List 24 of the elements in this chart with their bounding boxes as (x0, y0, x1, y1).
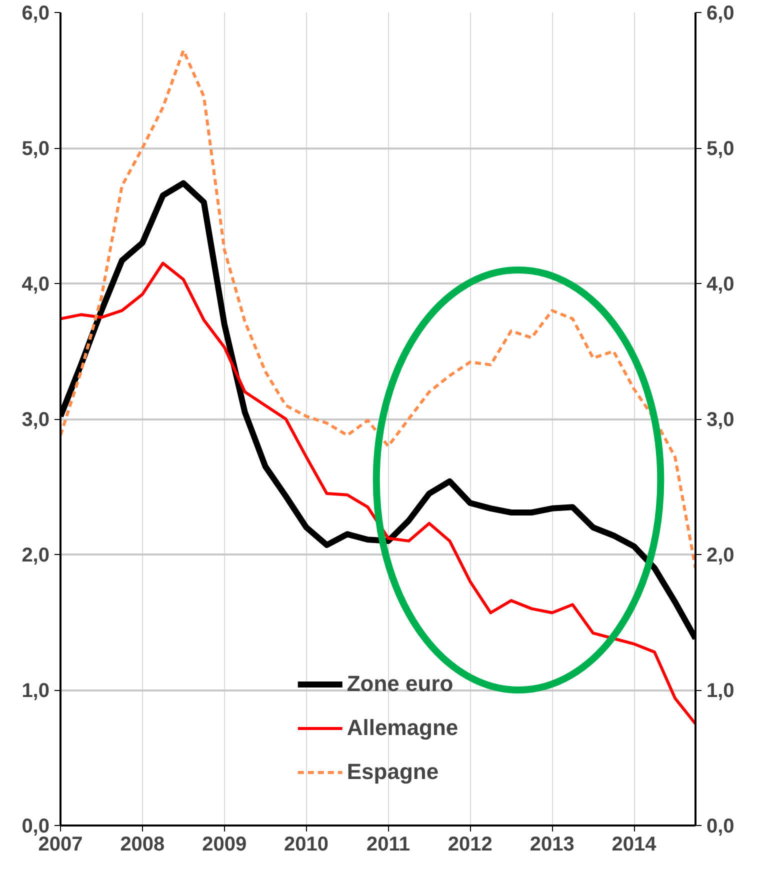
y2-tick-label: 5,0 (706, 138, 734, 160)
y-tick-label: 6,0 (22, 2, 50, 24)
y2-tick-label: 4,0 (706, 274, 734, 296)
x-tick-label: 2013 (530, 834, 574, 856)
x-tick-label: 2008 (120, 834, 165, 856)
x-tick-label: 2009 (202, 834, 247, 856)
legend-label: Espagne (346, 759, 439, 785)
line-series (60, 48, 696, 570)
y-tick-label: 5,0 (22, 138, 50, 160)
y2-tick-label: 2,0 (706, 544, 734, 566)
y-tick-label: 2,0 (22, 544, 50, 566)
y-tick-label: 3,0 (22, 409, 50, 431)
y2-tick-label: 1,0 (706, 680, 734, 702)
y2-tick-label: 3,0 (706, 409, 734, 431)
x-tick-label: 2014 (612, 834, 658, 856)
y-tick-label: 1,0 (22, 680, 50, 702)
legend-label: Allemagne (346, 715, 458, 741)
x-tick-label: 2011 (366, 834, 410, 856)
y2-tick-label: 6,0 (706, 2, 734, 24)
x-tick-label: 2010 (284, 834, 329, 856)
y-tick-label: 4,0 (22, 274, 50, 296)
y2-tick-label: 0,0 (706, 816, 734, 838)
legend-label: Zone euro (346, 671, 454, 697)
x-tick-label: 2012 (448, 834, 492, 856)
